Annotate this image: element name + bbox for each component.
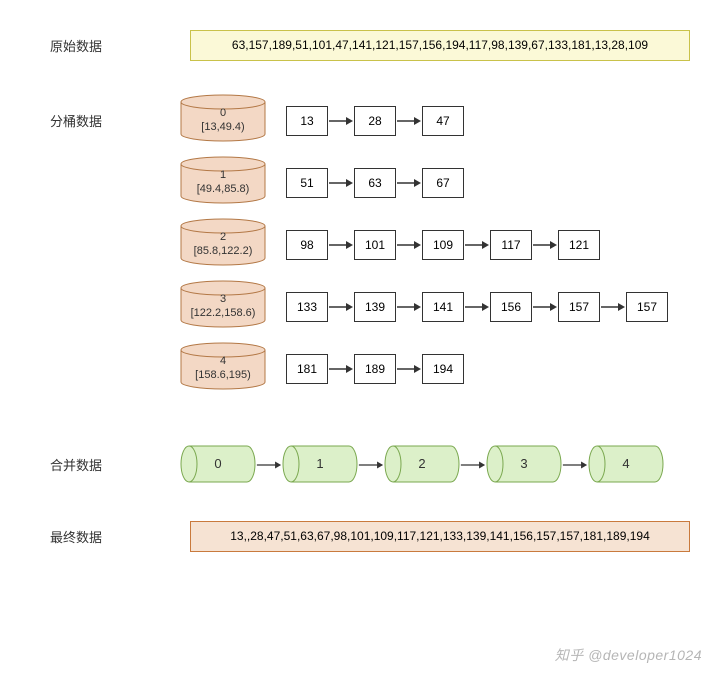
svg-text:[158.6,195): [158.6,195) bbox=[195, 369, 251, 381]
label-split bbox=[20, 345, 130, 393]
chain-item: 28 bbox=[354, 106, 396, 136]
arrow-icon bbox=[256, 458, 282, 472]
bucket-row: 1 [49.4,85.8) 51 63 67 bbox=[20, 159, 700, 207]
bucket-row: 3 [122.2,158.6) 133 139 141 156 157 157 bbox=[20, 283, 700, 331]
arrow-icon bbox=[396, 114, 422, 128]
final-data-box: 13,,28,47,51,63,67,98,101,109,117,121,13… bbox=[190, 521, 690, 552]
chain-item: 98 bbox=[286, 230, 328, 260]
arrow-icon bbox=[464, 238, 490, 252]
arrow-icon bbox=[460, 458, 486, 472]
arrow-icon bbox=[358, 458, 384, 472]
bucket-row: 4 [158.6,195) 181 189 194 bbox=[20, 345, 700, 393]
chain-item: 194 bbox=[422, 354, 464, 384]
svg-text:[13,49.4): [13,49.4) bbox=[201, 121, 244, 133]
chain-item: 139 bbox=[354, 292, 396, 322]
bucket-cylinder: 2 [85.8,122.2) bbox=[180, 218, 266, 266]
merge-cylinder: 3 bbox=[486, 445, 562, 483]
bucket-chain: 13 28 47 bbox=[286, 106, 464, 136]
arrow-icon bbox=[328, 176, 354, 190]
bucket-chain: 98 101 109 117 121 bbox=[286, 230, 600, 260]
chain-item: 117 bbox=[490, 230, 532, 260]
svg-text:1: 1 bbox=[316, 456, 323, 471]
bucket-cylinder: 3 [122.2,158.6) bbox=[180, 280, 266, 328]
bucket-cylinder: 4 [158.6,195) bbox=[180, 342, 266, 390]
arrow-icon bbox=[328, 300, 354, 314]
svg-text:0: 0 bbox=[214, 456, 221, 471]
arrow-icon bbox=[532, 238, 558, 252]
label-split bbox=[20, 221, 130, 269]
arrow-icon bbox=[396, 238, 422, 252]
chain-item: 101 bbox=[354, 230, 396, 260]
chain-item: 156 bbox=[490, 292, 532, 322]
svg-text:2: 2 bbox=[418, 456, 425, 471]
svg-text:3: 3 bbox=[220, 293, 226, 305]
merge-cylinder: 2 bbox=[384, 445, 460, 483]
merge-cylinder: 1 bbox=[282, 445, 358, 483]
bucket-cylinder: 0 [13,49.4) bbox=[180, 94, 266, 142]
bucket-chain: 181 189 194 bbox=[286, 354, 464, 384]
merge-cylinder: 4 bbox=[588, 445, 664, 483]
label-merge: 合并数据 bbox=[20, 455, 130, 474]
svg-text:[122.2,158.6): [122.2,158.6) bbox=[191, 307, 256, 319]
bucket-row: 分桶数据 0 [13,49.4) 13 28 47 bbox=[20, 97, 700, 145]
chain-item: 157 bbox=[558, 292, 600, 322]
chain-item: 47 bbox=[422, 106, 464, 136]
chain-item: 133 bbox=[286, 292, 328, 322]
chain-item: 181 bbox=[286, 354, 328, 384]
bucket-row: 2 [85.8,122.2) 98 101 109 117 121 bbox=[20, 221, 700, 269]
watermark: 知乎 @developer1024 bbox=[555, 645, 702, 665]
svg-text:1: 1 bbox=[220, 169, 226, 181]
svg-text:0: 0 bbox=[220, 107, 226, 119]
svg-text:[49.4,85.8): [49.4,85.8) bbox=[197, 183, 250, 195]
chain-item: 141 bbox=[422, 292, 464, 322]
chain-item: 121 bbox=[558, 230, 600, 260]
label-final: 最终数据 bbox=[20, 527, 130, 546]
chain-item: 157 bbox=[626, 292, 668, 322]
bucket-cylinder: 1 [49.4,85.8) bbox=[180, 156, 266, 204]
arrow-icon bbox=[396, 300, 422, 314]
svg-text:3: 3 bbox=[520, 456, 527, 471]
bucket-chain: 133 139 141 156 157 157 bbox=[286, 292, 668, 322]
svg-text:4: 4 bbox=[220, 355, 226, 367]
chain-item: 189 bbox=[354, 354, 396, 384]
arrow-icon bbox=[532, 300, 558, 314]
arrow-icon bbox=[328, 238, 354, 252]
svg-text:2: 2 bbox=[220, 231, 226, 243]
chain-item: 67 bbox=[422, 168, 464, 198]
label-split: 分桶数据 bbox=[20, 97, 130, 145]
label-split bbox=[20, 159, 130, 207]
arrow-icon bbox=[396, 362, 422, 376]
label-split bbox=[20, 283, 130, 331]
arrow-icon bbox=[396, 176, 422, 190]
chain-item: 109 bbox=[422, 230, 464, 260]
arrow-icon bbox=[464, 300, 490, 314]
label-raw: 原始数据 bbox=[20, 36, 130, 55]
arrow-icon bbox=[328, 362, 354, 376]
bucket-chain: 51 63 67 bbox=[286, 168, 464, 198]
raw-data-box: 63,157,189,51,101,47,141,121,157,156,194… bbox=[190, 30, 690, 61]
arrow-icon bbox=[328, 114, 354, 128]
merge-cylinder: 0 bbox=[180, 445, 256, 483]
arrow-icon bbox=[562, 458, 588, 472]
arrow-icon bbox=[600, 300, 626, 314]
svg-text:4: 4 bbox=[622, 456, 629, 471]
chain-item: 13 bbox=[286, 106, 328, 136]
svg-text:[85.8,122.2): [85.8,122.2) bbox=[194, 245, 253, 257]
chain-item: 63 bbox=[354, 168, 396, 198]
chain-item: 51 bbox=[286, 168, 328, 198]
